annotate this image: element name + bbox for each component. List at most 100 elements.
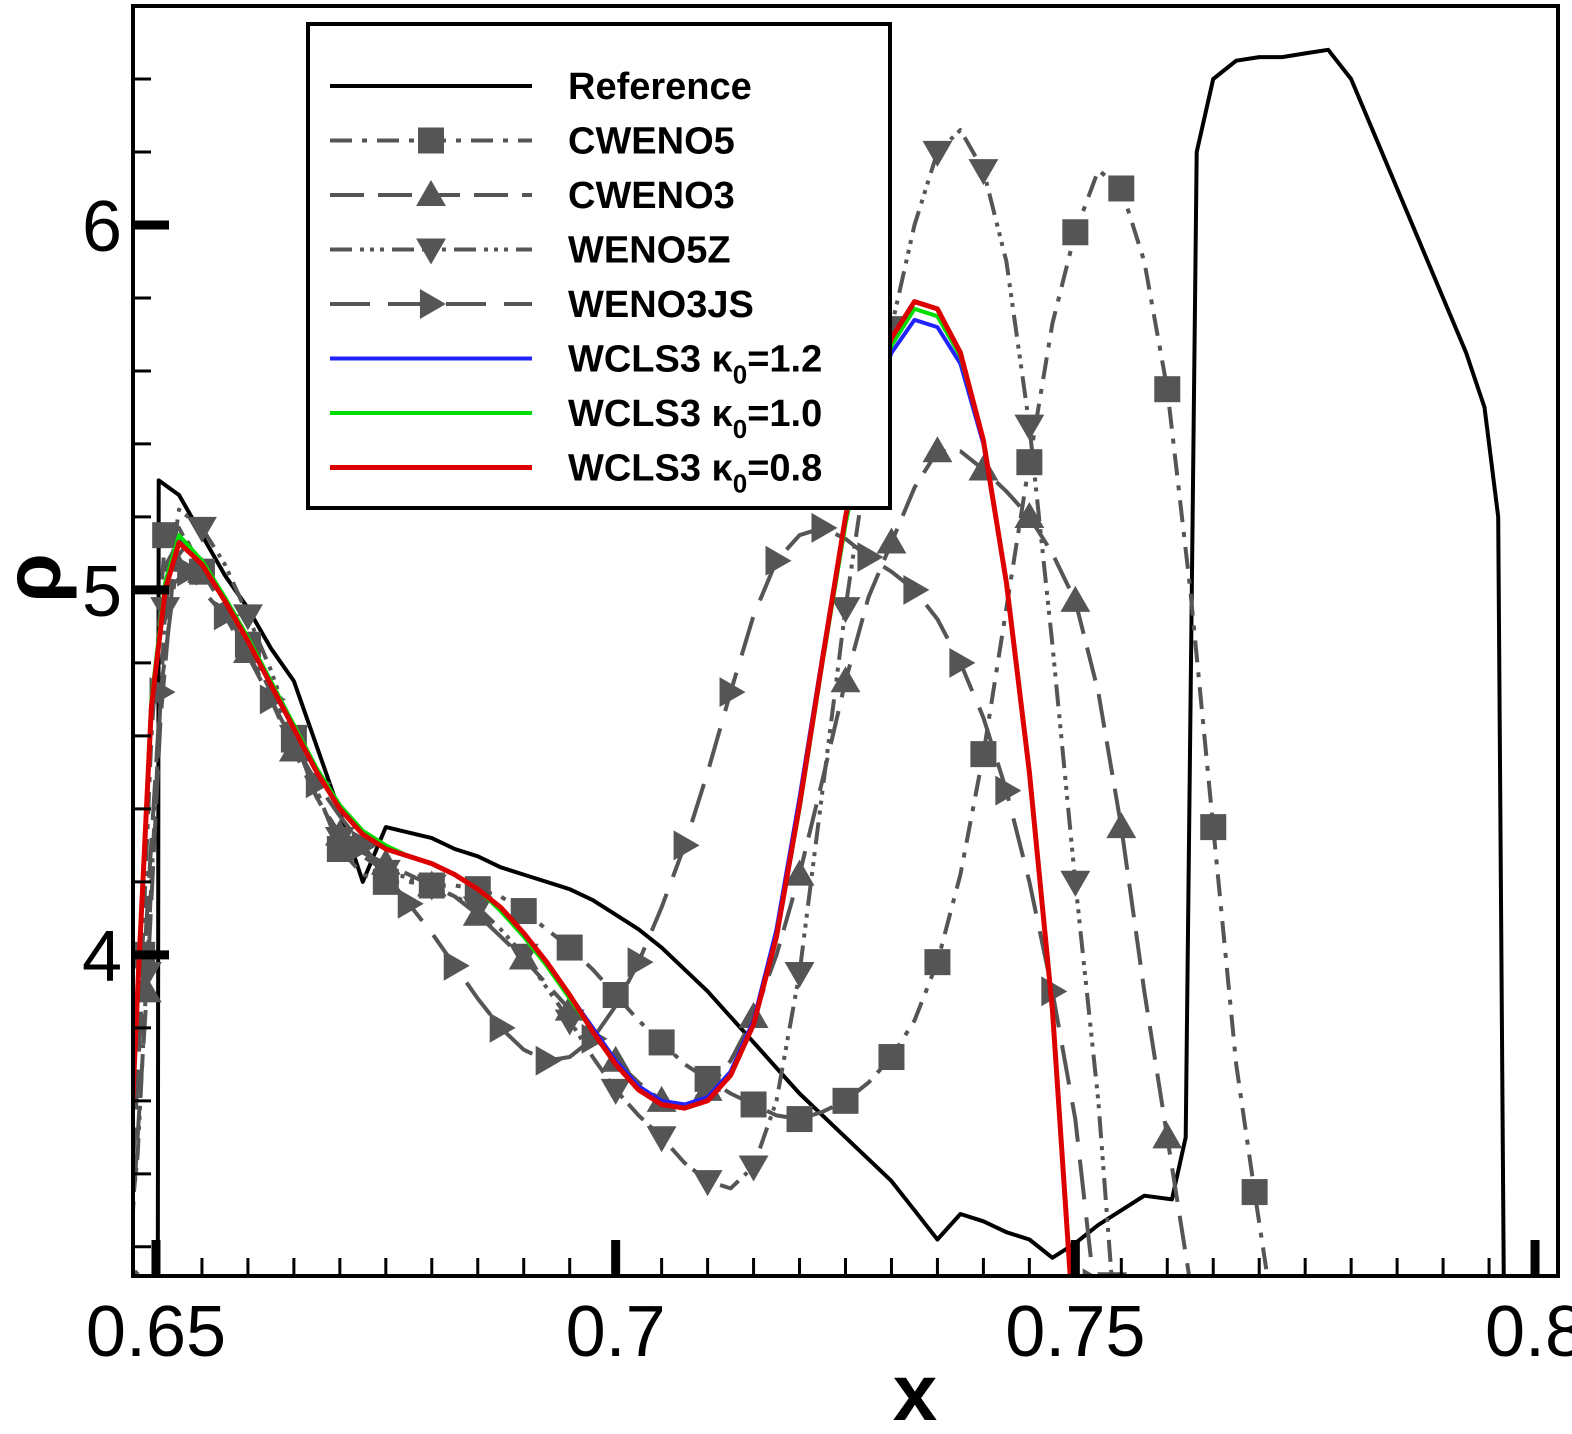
data-point-weno3js bbox=[627, 947, 654, 978]
data-point-weno3js bbox=[811, 512, 838, 543]
data-point-cweno3 bbox=[968, 454, 999, 481]
data-point-cweno3 bbox=[784, 859, 815, 886]
data-point-weno5z bbox=[1060, 870, 1091, 897]
data-point-cweno5 bbox=[924, 949, 951, 976]
data-point-weno5z bbox=[830, 597, 861, 624]
legend: Reference CWENO5 CWENO3 WENO5Z WENO3JS WCLS3 … bbox=[306, 22, 892, 510]
data-point-weno5z bbox=[784, 962, 815, 989]
y-tick-label: 6 bbox=[82, 187, 122, 267]
series-line-weno3js bbox=[133, 525, 1095, 1276]
data-point-weno3js bbox=[177, 556, 204, 587]
x-tick-label: 0.65 bbox=[86, 1292, 226, 1372]
series-weno5z bbox=[133, 128, 1128, 1276]
x-axis-title: x bbox=[893, 1348, 938, 1434]
data-point-weno3js bbox=[903, 574, 930, 605]
data-point-weno3js bbox=[443, 950, 470, 981]
series-weno3js bbox=[133, 512, 1096, 1276]
legend-label: WCLS3 κ0=0.8 bbox=[568, 448, 822, 499]
data-point-weno5z bbox=[508, 943, 539, 970]
x-tick-label: 0.75 bbox=[1005, 1292, 1145, 1372]
data-point-cweno5 bbox=[740, 1091, 767, 1118]
data-point-weno3js bbox=[351, 830, 378, 861]
data-point-weno3js bbox=[259, 684, 286, 715]
data-point-weno5z bbox=[968, 159, 999, 186]
data-point-cweno5 bbox=[832, 1087, 859, 1114]
data-point-cweno5 bbox=[1062, 219, 1089, 246]
data-point-cweno3 bbox=[1106, 812, 1137, 839]
y-axis-title: ρ bbox=[0, 553, 77, 603]
series-line-wcls3-kappa0-0-8 bbox=[133, 299, 1073, 1276]
data-point-cweno5 bbox=[556, 934, 583, 961]
data-point-cweno5 bbox=[1108, 175, 1135, 202]
legend-item-cweno3: CWENO3 bbox=[330, 175, 735, 217]
legend-item-wcls3-kappa0-0-8: WCLS3 κ0=0.8 bbox=[330, 448, 822, 499]
data-point-weno5z bbox=[600, 1078, 631, 1105]
data-point-weno3js bbox=[535, 1045, 562, 1076]
data-point-cweno5 bbox=[878, 1044, 905, 1071]
legend-label: Reference bbox=[568, 66, 752, 108]
data-point-weno5z bbox=[646, 1126, 677, 1153]
data-point-weno3js bbox=[397, 888, 424, 919]
legend-item-cweno5: CWENO5 bbox=[330, 121, 735, 163]
data-point-weno5z bbox=[187, 516, 217, 543]
data-point-weno5z bbox=[692, 1170, 723, 1197]
data-point-cweno3 bbox=[133, 976, 162, 1003]
data-point-cweno3 bbox=[1152, 1122, 1183, 1149]
data-point-cweno5 bbox=[786, 1106, 813, 1133]
data-point-weno3js bbox=[489, 1012, 516, 1043]
data-point-weno3js bbox=[581, 1023, 608, 1054]
data-point-cweno3 bbox=[1060, 585, 1091, 612]
legend-marker bbox=[416, 180, 446, 207]
data-point-weno3js bbox=[305, 768, 332, 799]
series-line-cweno3 bbox=[133, 449, 1192, 1276]
data-point-cweno3 bbox=[1014, 501, 1045, 528]
data-point-cweno5 bbox=[1154, 376, 1181, 403]
x-tick-label: 0.8 bbox=[1485, 1292, 1572, 1372]
legend-label: WENO5Z bbox=[568, 230, 731, 272]
data-point-weno3js bbox=[213, 600, 240, 631]
data-point-weno5z bbox=[554, 1009, 585, 1036]
legend-label: CWENO3 bbox=[568, 175, 735, 217]
data-point-cweno5 bbox=[970, 741, 997, 768]
legend-label: WCLS3 κ0=1.2 bbox=[568, 339, 822, 390]
legend-marker bbox=[418, 127, 444, 154]
data-point-weno3js bbox=[719, 677, 746, 708]
data-point-weno5z bbox=[324, 827, 355, 854]
legend-item-weno3js: WENO3JS bbox=[330, 284, 754, 326]
series-reference bbox=[155, 47, 1506, 1276]
data-point-weno3js bbox=[673, 830, 700, 861]
data-point-weno5z bbox=[462, 896, 493, 923]
data-point-cweno3 bbox=[876, 527, 907, 554]
series-wcls3-kappa0-0-8 bbox=[133, 299, 1073, 1276]
legend-label: WCLS3 κ0=1.0 bbox=[568, 393, 822, 444]
data-point-cweno5 bbox=[1016, 449, 1043, 476]
legend-item-wcls3-kappa0-1-2: WCLS3 κ0=1.2 bbox=[330, 339, 822, 390]
data-point-weno5z bbox=[232, 604, 263, 631]
x-tick-label: 0.7 bbox=[566, 1292, 666, 1372]
data-point-cweno3 bbox=[922, 436, 953, 463]
data-point-weno3js bbox=[857, 542, 884, 573]
legend-marker bbox=[416, 238, 446, 265]
data-point-weno3js bbox=[949, 647, 976, 678]
data-point-weno5z bbox=[416, 874, 447, 901]
data-point-cweno3 bbox=[830, 666, 861, 693]
y-tick-label: 4 bbox=[82, 917, 122, 997]
legend-label: WENO3JS bbox=[568, 284, 754, 326]
legend-item-reference: Reference bbox=[330, 66, 752, 108]
data-point-cweno5 bbox=[1200, 814, 1227, 841]
legend-item-wcls3-kappa0-1-0: WCLS3 κ0=1.0 bbox=[330, 393, 822, 444]
data-point-weno5z bbox=[922, 140, 953, 167]
data-point-weno5z bbox=[738, 1155, 769, 1182]
data-point-weno5z bbox=[1014, 414, 1045, 441]
y-tick-label: 5 bbox=[82, 552, 122, 632]
data-point-weno3js bbox=[995, 775, 1022, 806]
series-line-reference bbox=[155, 47, 1506, 1276]
legend-marker bbox=[419, 289, 446, 319]
data-point-cweno5 bbox=[648, 1029, 675, 1056]
data-point-weno3js bbox=[765, 545, 792, 576]
legend-box bbox=[306, 22, 892, 510]
data-point-cweno5 bbox=[1241, 1179, 1268, 1206]
legend-label: CWENO5 bbox=[568, 121, 735, 163]
